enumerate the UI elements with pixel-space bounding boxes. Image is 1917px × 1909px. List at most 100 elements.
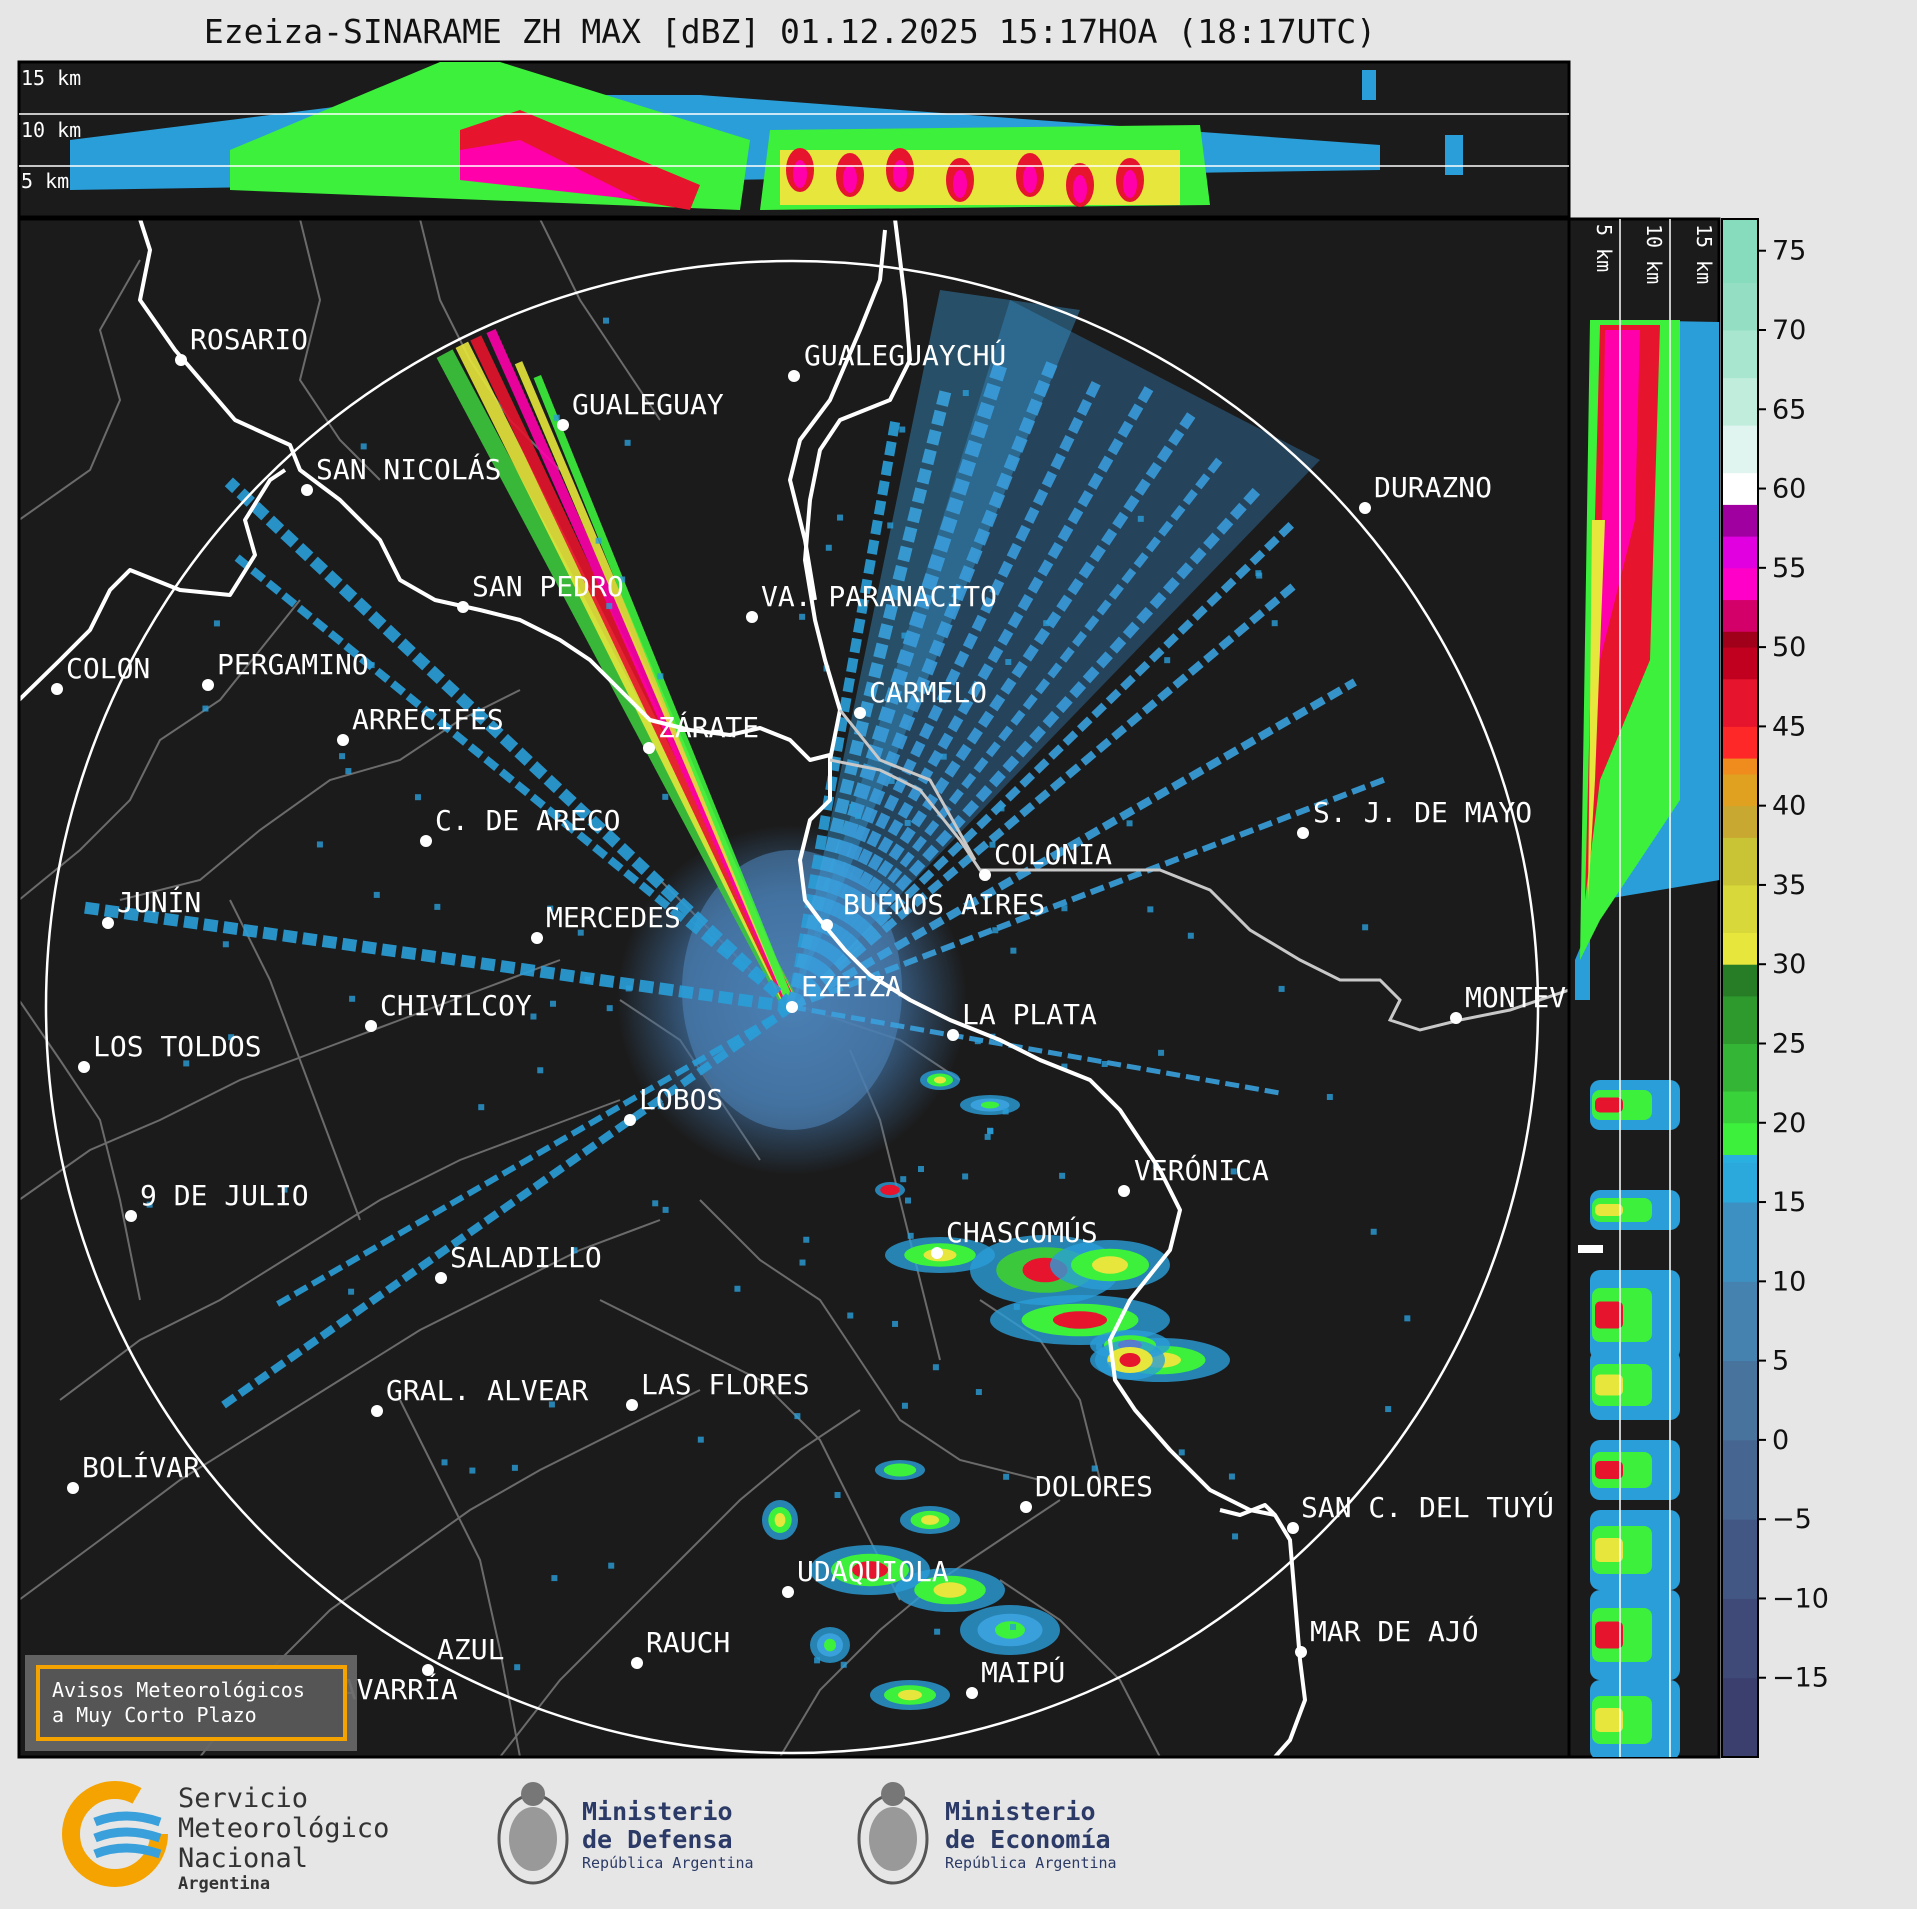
city-marker-san-c-del-tuyu — [1287, 1522, 1299, 1534]
city-label-las-flores: LAS FLORES — [641, 1368, 810, 1401]
city-label-udaquiola: UDAQUIOLA — [797, 1555, 949, 1588]
city-marker-rosario — [175, 354, 187, 366]
colorbar-tick-label: 35 — [1772, 870, 1806, 901]
city-label-colonia: COLONIA — [994, 838, 1112, 871]
defensa-logo: Ministerio de Defensa República Argentin… — [499, 1782, 754, 1883]
city-marker-gualeguaychu — [788, 370, 800, 382]
city-marker-mercedes — [531, 932, 543, 944]
city-label-pergamino: PERGAMINO — [217, 648, 369, 681]
city-marker-pergamino — [202, 679, 214, 691]
city-label-san-c-del-tuyu: SAN C. DEL TUYÚ — [1301, 1490, 1554, 1524]
city-label-azul: AZUL — [437, 1633, 504, 1666]
city-marker-bolivar — [67, 1482, 79, 1494]
colorbar-tick-label: 40 — [1772, 791, 1806, 822]
side-height-panel: 5 km 10 km 15 km — [1569, 219, 1720, 1760]
city-label-arrecifes: ARRECIFES — [352, 703, 504, 736]
side-label-15km: 15 km — [1692, 224, 1716, 284]
city-label-bolivar: BOLÍVAR — [82, 1450, 200, 1484]
city-label-ezeiza: EZEIZA — [801, 970, 902, 1003]
colorbar-tick-label: −15 — [1772, 1663, 1829, 1694]
smn-line-1: Servicio — [178, 1783, 308, 1814]
city-marker-c-de-areco — [420, 835, 432, 847]
smn-line-4: Argentina — [178, 1874, 270, 1894]
city-marker-gualeguay — [557, 419, 569, 431]
city-label-montev: MONTEV — [1465, 981, 1566, 1014]
colorbar-tick-label: 65 — [1772, 394, 1806, 425]
colorbar-tick-label: −10 — [1772, 1583, 1829, 1614]
city-marker-saladillo — [435, 1272, 447, 1284]
city-marker-gral-alvear — [371, 1405, 383, 1417]
map-panel[interactable]: ROSARIO GUALEGUAYCHÚ GUALEGUAY SAN NICOLÁS D… — [19, 219, 1569, 1757]
city-marker-va-paranacito — [746, 611, 758, 623]
warning-line-1: Avisos Meteorológicos — [52, 1678, 305, 1702]
city-marker-rauch — [631, 1657, 643, 1669]
city-label-gral-alvear: GRAL. ALVEAR — [386, 1374, 588, 1407]
city-label-va-paranacito: VA. PARANACITO — [761, 580, 997, 613]
side-label-10km: 10 km — [1642, 224, 1666, 284]
city-label-9-de-julio: 9 DE JULIO — [140, 1179, 309, 1212]
defensa-line-1: Ministerio — [582, 1797, 733, 1826]
city-label-san-nicolas: SAN NICOLÁS — [316, 452, 501, 486]
city-label-chascomus: CHASCOMÚS — [946, 1215, 1098, 1249]
smn-line-3: Nacional — [178, 1843, 308, 1874]
city-label-san-pedro: SAN PEDRO — [472, 570, 624, 603]
city-label-la-plata: LA PLATA — [962, 998, 1097, 1031]
city-marker-colon — [51, 683, 63, 695]
city-label-maipu: MAIPÚ — [981, 1655, 1065, 1689]
economia-line-2: de Economía — [945, 1825, 1111, 1854]
city-label-mercedes: MERCEDES — [546, 901, 681, 934]
city-marker-arrecifes — [337, 734, 349, 746]
colorbar: 757065605550454035302520151050−5−10−15 — [1722, 219, 1829, 1758]
city-label-c-de-areco: C. DE ARECO — [435, 804, 620, 837]
defensa-line-3: República Argentina — [582, 1854, 754, 1872]
city-marker-la-plata — [947, 1029, 959, 1041]
city-label-veronica: VERÓNICA — [1134, 1153, 1269, 1187]
city-marker-san-nicolas — [301, 484, 313, 496]
city-marker-durazno — [1359, 502, 1371, 514]
warning-line-2: a Muy Corto Plazo — [52, 1703, 257, 1727]
city-marker-san-pedro — [457, 601, 469, 613]
city-marker-s-j-de-mayo — [1297, 827, 1309, 839]
colorbar-tick-label: 20 — [1772, 1108, 1806, 1139]
smn-logo: Servicio Meteorológico Nacional Argentin… — [71, 1783, 389, 1894]
smn-line-2: Meteorológico — [178, 1813, 389, 1844]
defensa-line-2: de Defensa — [582, 1825, 733, 1854]
city-marker-mar-de-ajo — [1295, 1646, 1307, 1658]
city-marker-maipu — [966, 1687, 978, 1699]
city-label-carmelo: CARMELO — [869, 676, 987, 709]
city-marker-las-flores — [626, 1399, 638, 1411]
city-marker-chascomus — [931, 1247, 943, 1259]
city-label-gualeguaychu: GUALEGUAYCHÚ — [804, 338, 1006, 372]
economia-line-1: Ministerio — [945, 1797, 1096, 1826]
city-marker-junin — [102, 917, 114, 929]
colorbar-tick-label: 0 — [1772, 1425, 1789, 1456]
city-marker-chivilcoy — [365, 1020, 377, 1032]
city-marker-lobos — [624, 1114, 636, 1126]
city-label-los-toldos: LOS TOLDOS — [93, 1030, 262, 1063]
city-marker-buenos-aires — [821, 919, 833, 931]
city-marker-los-toldos — [78, 1061, 90, 1073]
city-label-colon: COLON — [66, 652, 150, 685]
city-label-zarate: ZÁRATE — [658, 710, 759, 744]
city-label-s-j-de-mayo: S. J. DE MAYO — [1313, 796, 1532, 829]
city-label-lobos: LOBOS — [639, 1083, 723, 1116]
top-label-10km: 10 km — [21, 118, 81, 142]
city-label-gualeguay: GUALEGUAY — [572, 388, 724, 421]
colorbar-tick-label: 75 — [1772, 236, 1806, 267]
colorbar-tick-label: −5 — [1772, 1504, 1812, 1535]
city-marker-colonia — [979, 869, 991, 881]
city-label-rosario: ROSARIO — [190, 323, 308, 356]
city-marker-zarate — [643, 742, 655, 754]
colorbar-tick-label: 45 — [1772, 711, 1806, 742]
top-label-5km: 5 km — [21, 169, 69, 193]
colorbar-tick-label: 50 — [1772, 632, 1806, 663]
colorbar-tick-label: 60 — [1772, 474, 1806, 505]
city-label-saladillo: SALADILLO — [450, 1241, 602, 1274]
warning-link-box[interactable]: Avisos Meteorológicos a Muy Corto Plazo — [25, 1655, 357, 1751]
colorbar-tick-label: 15 — [1772, 1187, 1806, 1218]
city-marker-veronica — [1118, 1185, 1130, 1197]
economia-line-3: República Argentina — [945, 1854, 1117, 1872]
city-label-mar-de-ajo: MAR DE AJÓ — [1310, 1614, 1479, 1648]
top-height-panel: 15 km 10 km 5 km — [19, 62, 1569, 217]
